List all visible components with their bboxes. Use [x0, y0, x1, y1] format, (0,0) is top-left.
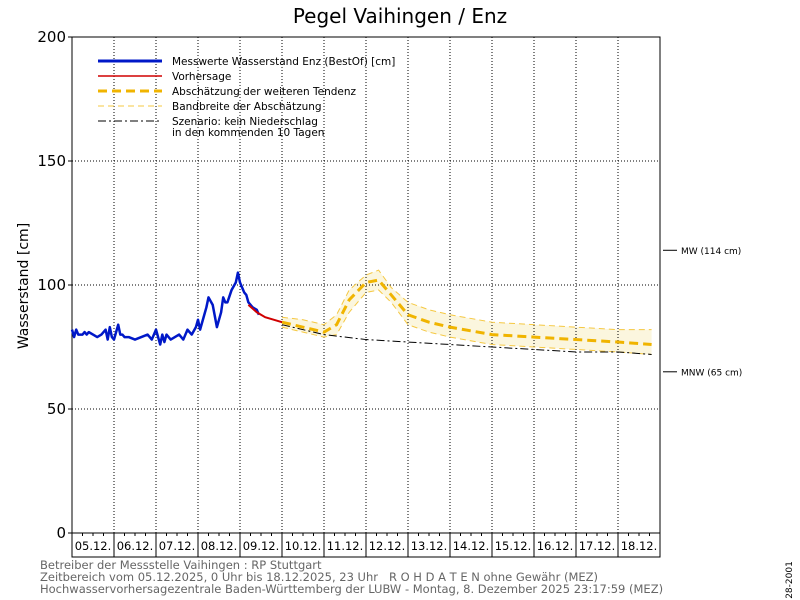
footer-raw-notice: R O H D A T E N ohne Gewähr (MEZ): [388, 570, 598, 584]
x-tick-label: 12.12.: [369, 539, 406, 553]
legend-label-scenario: Szenario: kein Niederschlag: [172, 116, 318, 128]
x-tick-label: 17.12.: [579, 539, 616, 553]
footer-range-text: Zeitbereich vom 05.12.2025, 0 Uhr bis 18…: [40, 570, 378, 584]
legend-label-scenario-line2: in den kommenden 10 Tagen: [172, 127, 324, 139]
x-tick-label: 08.12.: [201, 539, 238, 553]
x-tick-label: 06.12.: [117, 539, 154, 553]
y-tick-label: 0: [56, 524, 66, 542]
x-tick-label: 15.12.: [495, 539, 532, 553]
x-tick-label: 09.12.: [243, 539, 280, 553]
x-tick-label: 18.12.: [621, 539, 658, 553]
y-tick-label: 200: [37, 28, 66, 46]
legend-label-forecast: Vorhersage: [172, 71, 231, 83]
x-tick-label: 13.12.: [411, 539, 448, 553]
scenario-line: [281, 324, 652, 355]
reference-lines: MW (114 cm) MNW (65 cm): [663, 247, 742, 378]
footer-range: Zeitbereich vom 05.12.2025, 0 Uhr bis 18…: [40, 571, 598, 583]
x-tick-label: 16.12.: [537, 539, 574, 553]
legend-label-measured: Messwerte Wasserstand Enz (BestOf) [cm]: [172, 56, 395, 68]
legend-label-trend: Abschätzung der weiteren Tendenz: [172, 86, 357, 98]
x-tick-label: 10.12.: [285, 539, 322, 553]
trend-line: [281, 278, 652, 347]
band-lower-line: [281, 289, 652, 355]
reference-label: MW (114 cm): [681, 247, 741, 257]
x-tick-label: 05.12.: [75, 539, 112, 553]
reference-label: MNW (65 cm): [681, 368, 742, 378]
grid-layer: [72, 37, 660, 533]
forecast-line: [247, 304, 283, 324]
x-tick-label: 14.12.: [453, 539, 490, 553]
legend: Messwerte Wasserstand Enz (BestOf) [cm] V…: [98, 56, 395, 139]
footer-operator: Betreiber der Messstelle Vaihingen : RP …: [40, 558, 322, 572]
side-code: 28-2001: [785, 561, 795, 599]
footer-center: Hochwasservorhersagezentrale Baden-Württ…: [40, 582, 664, 596]
y-tick-label: 100: [37, 276, 66, 294]
legend-label-band: Bandbreite der Abschätzung: [172, 101, 322, 113]
band-upper-line: [281, 269, 652, 331]
y-tick-label: 150: [37, 152, 66, 170]
x-tick-label: 07.12.: [159, 539, 196, 553]
measured-line: [70, 271, 261, 346]
band-layer: [282, 270, 652, 355]
series-layer: [70, 269, 652, 355]
band-fill: [282, 270, 652, 355]
chart-title: Pegel Vaihingen / Enz: [292, 4, 508, 28]
x-tick-label: 11.12.: [327, 539, 364, 553]
y-tick-label: 50: [47, 400, 66, 418]
axis-layer: 0 50 100 150 200 05.12. 06.12. 07.12. 08.12. 09.1…: [37, 28, 661, 557]
